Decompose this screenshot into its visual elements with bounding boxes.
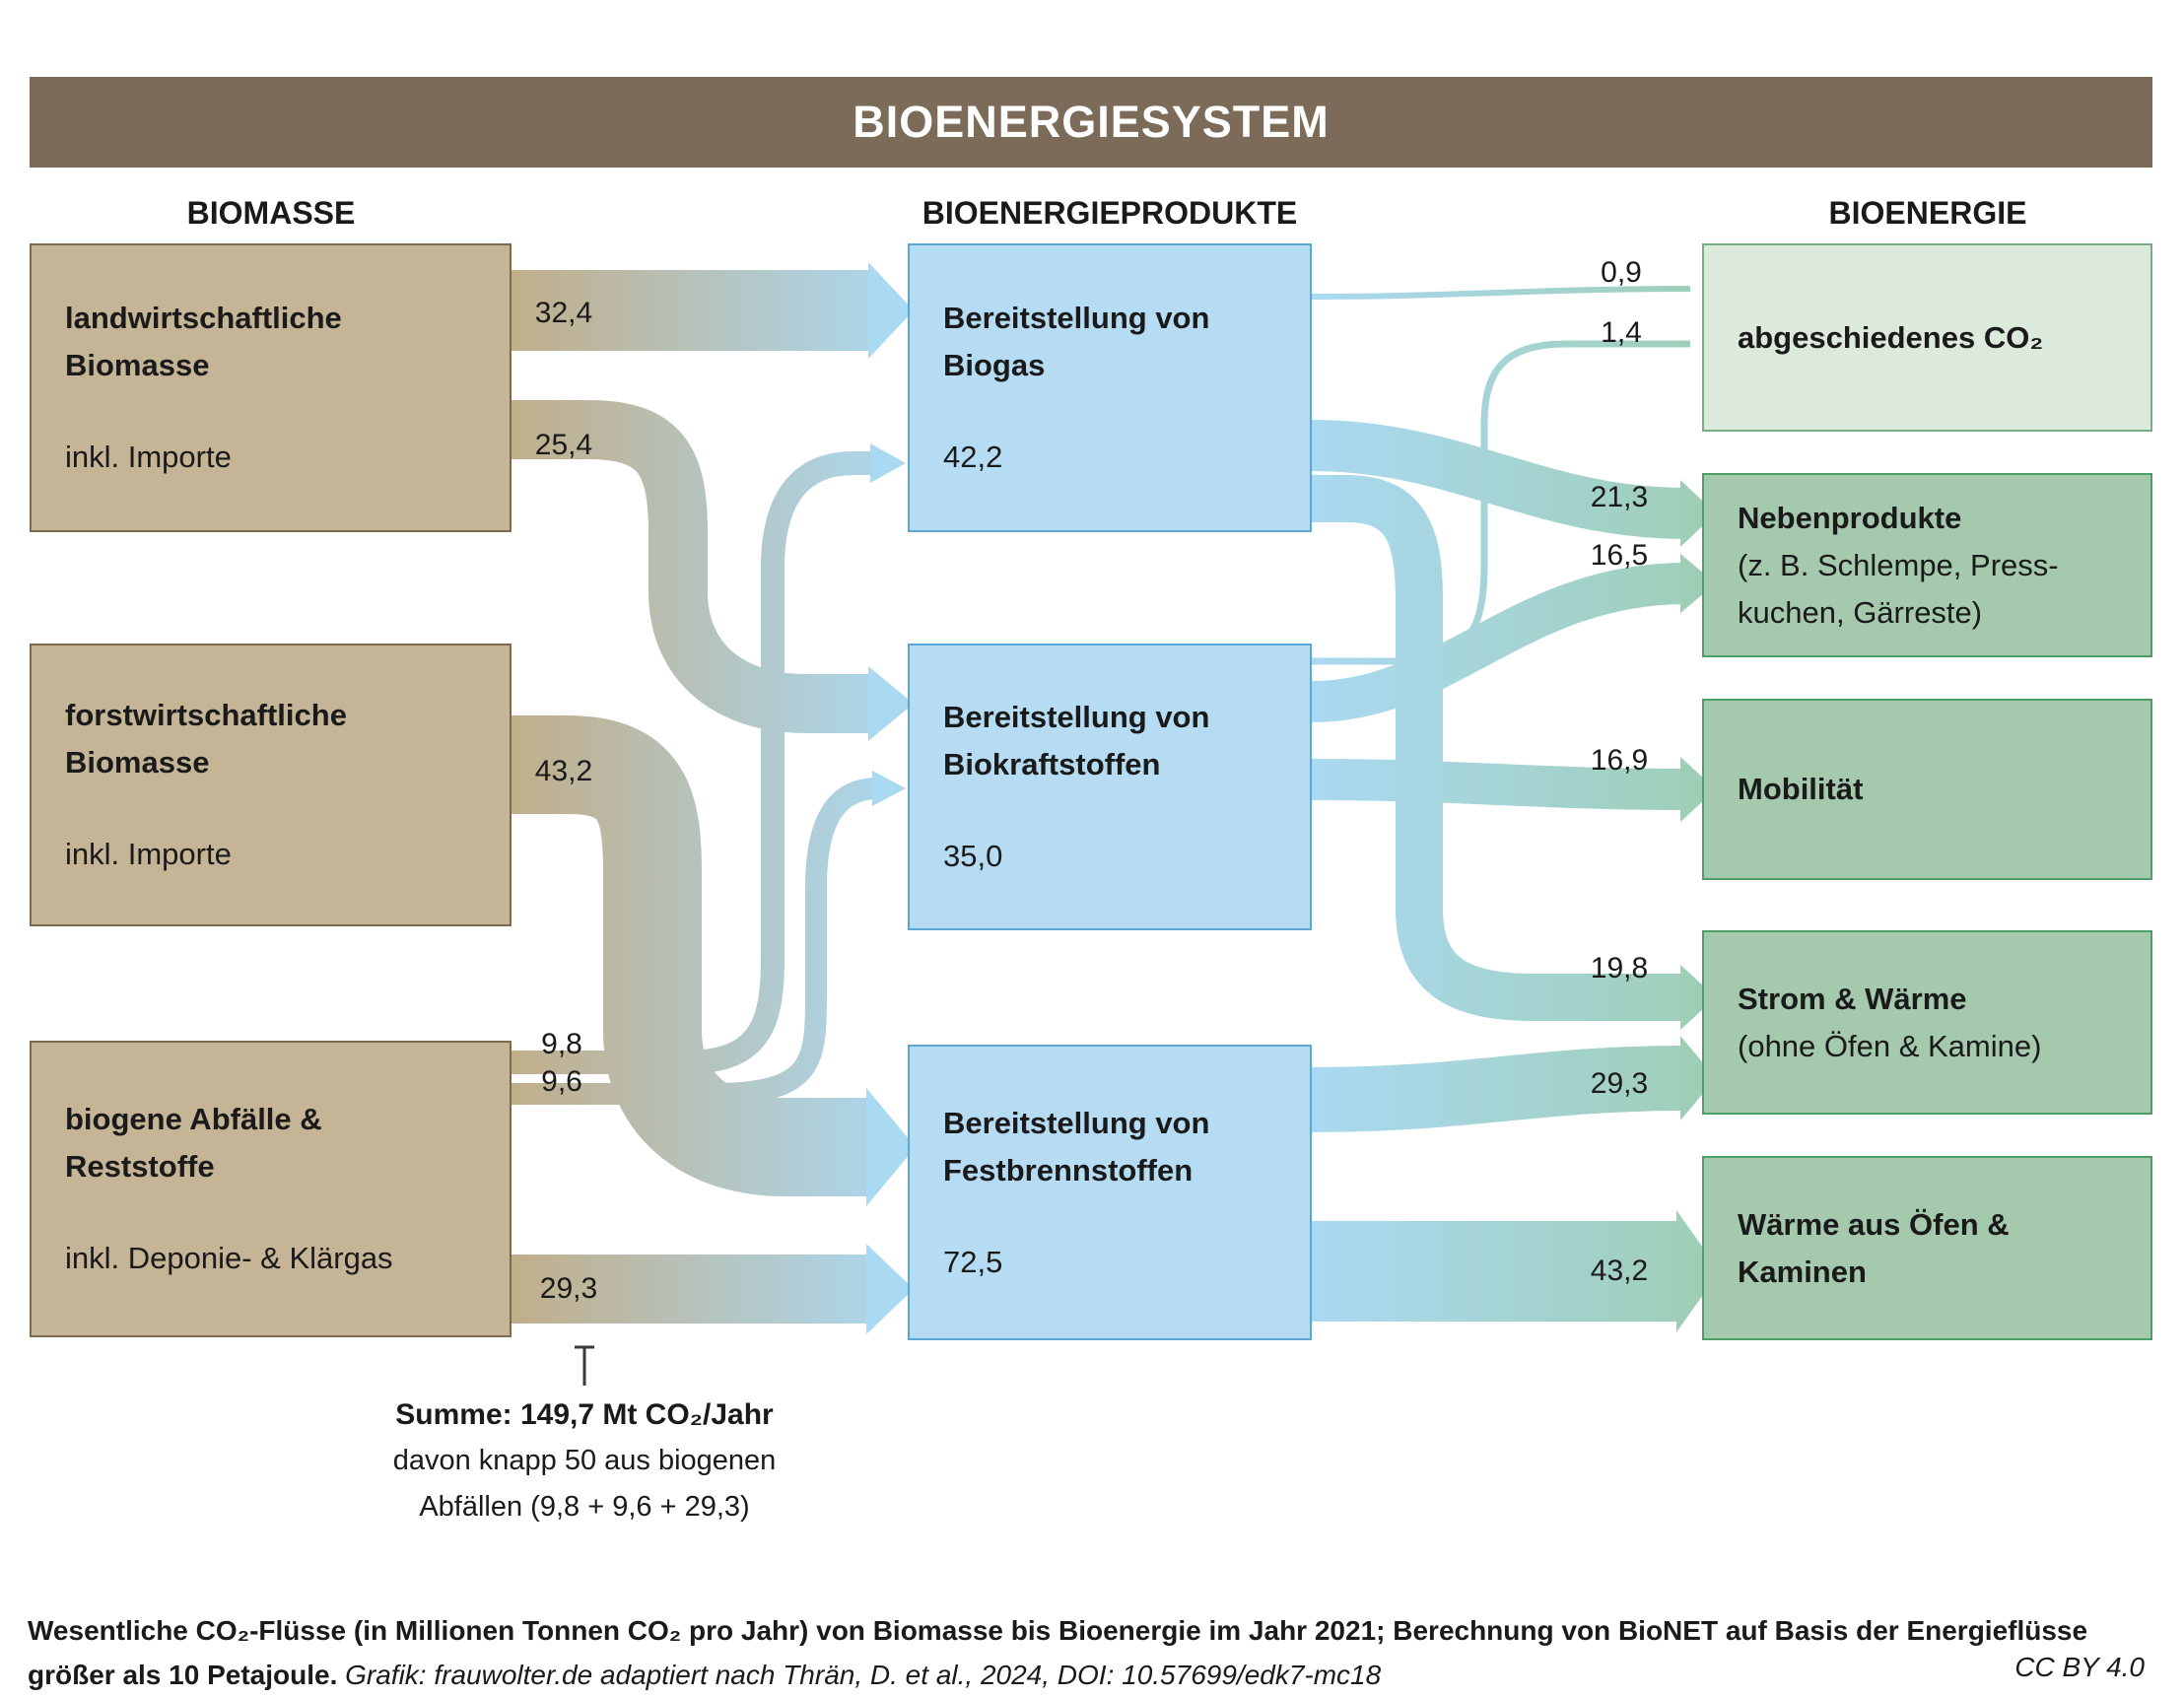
- box-value: 42,2: [943, 440, 1003, 474]
- flow-biogas-to-co2: [1311, 286, 1691, 300]
- box-title-line: Bereitstellung von: [943, 1105, 1210, 1140]
- summary-note: Summe: 149,7 Mt CO₂/Jahr davon knapp 50 …: [308, 1392, 860, 1530]
- column-header-produkte: BIOENERGIEPRODUKTE: [921, 195, 1298, 231]
- output-box-mobility: Mobilität: [1702, 699, 2152, 880]
- arrowhead-agri-biofuel: [868, 666, 914, 741]
- output-box-byproducts: Nebenprodukte (z. B. Schlempe, Press- ku…: [1702, 473, 2152, 657]
- arrowhead-forestry-solidfuel: [866, 1088, 916, 1206]
- box-subtitle: kuchen, Gärreste): [1738, 594, 1983, 630]
- license-label: CC BY 4.0: [2014, 1652, 2145, 1682]
- flow-biofuel-to-byproducts: [1311, 563, 1687, 722]
- box-title-line: Wärme aus Öfen &: [1738, 1206, 2010, 1242]
- flow-label-agri-biofuel: 25,4: [534, 429, 593, 461]
- column-header-biomasse: BIOMASSE: [186, 195, 356, 231]
- flow-label-waste-biogas: 9,8: [541, 1028, 582, 1060]
- arrowhead-solidfuel-power: [1680, 1036, 1716, 1120]
- arrowhead-biofuel-mobility: [1680, 757, 1716, 822]
- box-subtitle: inkl. Importe: [65, 837, 232, 871]
- box-value: 72,5: [943, 1244, 1003, 1279]
- flow-biofuel-to-mobility: [1311, 759, 1687, 810]
- caption-credit: Grafik: frauwolter.de adaptiert nach Thr…: [345, 1660, 1382, 1690]
- flow-label-biogas-byproducts: 21,3: [1590, 481, 1649, 513]
- column-header-bioenergie: BIOENERGIE: [1828, 195, 2027, 231]
- biomass-box-agricultural: landwirtschaftliche Biomasse inkl. Impor…: [30, 243, 512, 532]
- flow-label-solidfuel-power: 29,3: [1590, 1067, 1649, 1100]
- flow-label-biofuel-co2: 1,4: [1601, 316, 1642, 349]
- flow-biogas-to-byproducts: [1311, 420, 1687, 539]
- arrowhead-waste-biofuel: [872, 771, 906, 806]
- flow-label-solidfuel-stove: 43,2: [1590, 1255, 1649, 1287]
- product-box-biogas: Bereitstellung von Biogas 42,2: [908, 243, 1312, 532]
- output-box-power-heat: Strom & Wärme (ohne Öfen & Kamine): [1702, 930, 2152, 1115]
- box-title-line: forstwirtschaftliche: [65, 698, 347, 732]
- arrowhead-waste-biogas: [870, 443, 906, 483]
- arrowhead-solidfuel-stoveheat: [1676, 1210, 1720, 1332]
- box-title-line: Mobilität: [1738, 772, 1864, 806]
- box-subtitle: inkl. Importe: [65, 440, 232, 474]
- summary-detail-2: Abfällen (9,8 + 9,6 + 29,3): [419, 1491, 750, 1523]
- box-subtitle: (ohne Öfen & Kamine): [1738, 1028, 2042, 1063]
- flow-forestry-to-solidfuel: [512, 715, 872, 1196]
- flow-waste-to-biogas: [512, 451, 876, 1074]
- box-title-line: landwirtschaftliche: [65, 301, 342, 335]
- summary-pointer-line: [575, 1345, 594, 1386]
- summary-total: Summe: 149,7 Mt CO₂/Jahr: [395, 1398, 774, 1431]
- box-title-line: Strom & Wärme: [1738, 981, 1967, 1016]
- title-bar: BIOENERGIESYSTEM: [30, 77, 2152, 168]
- flow-label-biofuel-mobility: 16,9: [1590, 744, 1649, 777]
- flow-biogas-to-power: [1312, 475, 1686, 1021]
- box-value: 35,0: [943, 839, 1003, 873]
- box-title-line: Biomasse: [65, 348, 210, 382]
- flow-waste-to-biofuel: [512, 778, 879, 1105]
- box-title-line: Kaminen: [1738, 1254, 1867, 1289]
- caption: Wesentliche CO₂-Flüsse (in Millionen Ton…: [28, 1608, 2127, 1697]
- box-title-line: Festbrennstoffen: [943, 1152, 1194, 1188]
- box-title-line: Bereitstellung von: [943, 700, 1210, 734]
- flow-label-biofuel-byproducts: 16,5: [1590, 539, 1649, 572]
- biomass-box-waste: biogene Abfälle & Reststoffe inkl. Depon…: [30, 1041, 512, 1337]
- flow-label-forestry-solidfuel: 43,2: [534, 755, 593, 787]
- flow-label-waste-biofuel: 9,6: [541, 1065, 582, 1098]
- box-subtitle: (z. B. Schlempe, Press-: [1738, 547, 2059, 582]
- box-title-line: abgeschiedenes CO₂: [1738, 319, 2044, 355]
- box-title-line: biogene Abfälle &: [65, 1102, 322, 1136]
- page-title: BIOENERGIESYSTEM: [853, 97, 1330, 147]
- flow-label-agri-biogas: 32,4: [534, 297, 593, 329]
- arrowhead-biogas-byproducts: [1680, 480, 1716, 547]
- flow-label-biogas-power: 19,8: [1590, 952, 1649, 984]
- flow-solidfuel-to-power: [1311, 1046, 1687, 1132]
- box-title-line: Biokraftstoffen: [943, 747, 1161, 781]
- caption-main: Wesentliche CO₂-Flüsse (in Millionen Ton…: [28, 1615, 2088, 1690]
- arrowhead-agri-biogas: [868, 262, 914, 359]
- box-title-line: Reststoffe: [65, 1149, 215, 1184]
- box-title-line: Nebenprodukte: [1738, 500, 1962, 535]
- biomass-box-forestry: forstwirtschaftliche Biomasse inkl. Impo…: [30, 644, 512, 926]
- arrowhead-waste-solidfuel: [866, 1244, 914, 1334]
- arrowhead-biofuel-byproducts: [1680, 554, 1716, 613]
- flow-label-waste-solidfuel: 29,3: [539, 1272, 598, 1305]
- box-subtitle: inkl. Deponie- & Klärgas: [65, 1241, 393, 1275]
- box-title-line: Bereitstellung von: [943, 301, 1210, 335]
- arrowhead-biogas-power: [1680, 965, 1716, 1030]
- box-title-line: Biomasse: [65, 745, 210, 780]
- product-box-biofuel: Bereitstellung von Biokraftstoffen 35,0: [908, 644, 1312, 930]
- output-box-stove-heat: Wärme aus Öfen & Kaminen: [1702, 1156, 2152, 1340]
- box-title-line: Biogas: [943, 348, 1046, 382]
- flow-agri-to-biofuel: [512, 400, 874, 733]
- summary-detail-1: davon knapp 50 aus biogenen: [392, 1445, 777, 1476]
- output-box-captured-co2: abgeschiedenes CO₂: [1702, 243, 2152, 432]
- flow-label-biogas-co2: 0,9: [1601, 256, 1642, 289]
- product-box-solidfuel: Bereitstellung von Festbrennstoffen 72,5: [908, 1045, 1312, 1340]
